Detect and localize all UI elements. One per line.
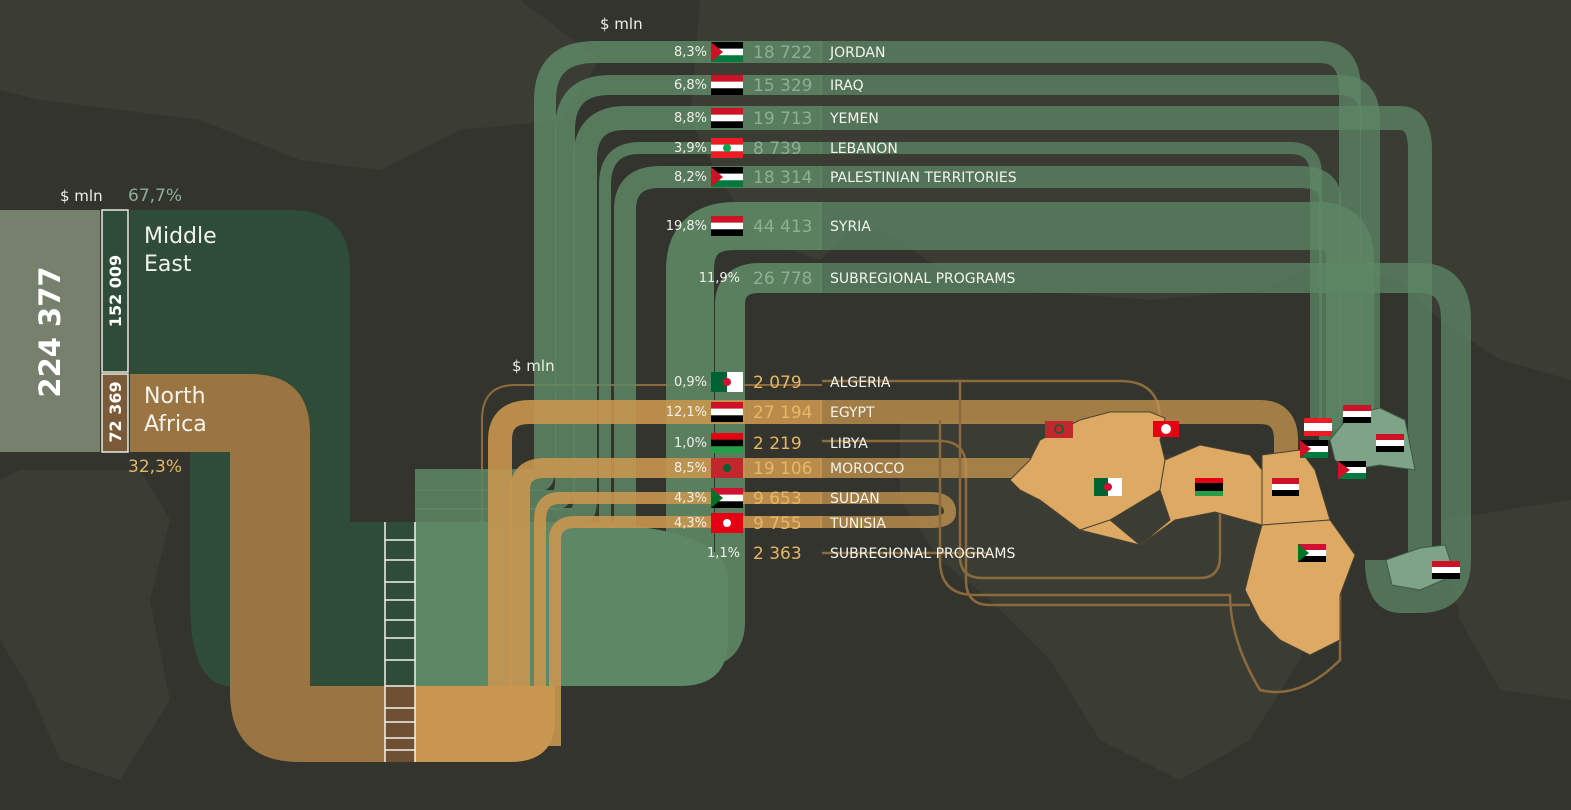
north-africa-label: North Africa	[144, 383, 264, 439]
morocco-flag-icon	[711, 458, 743, 478]
row-share: 1,0%	[627, 436, 707, 451]
syria-flag-icon	[711, 216, 743, 236]
row-name: SUBREGIONAL PROGRAMS	[830, 546, 1015, 562]
row-share: 8,2%	[627, 170, 707, 185]
row-value: 19 713	[753, 109, 812, 129]
row-value: 8 739	[753, 139, 802, 159]
north-africa-share: 32,3%	[128, 459, 182, 476]
libya-flag-icon	[1195, 478, 1223, 496]
morocco-flag-icon	[1045, 421, 1073, 438]
row-share: 19,8%	[627, 219, 707, 234]
row-name: EGYPT	[830, 405, 875, 421]
syria-flag-icon	[1343, 405, 1371, 423]
north-africa-trunk	[415, 686, 555, 762]
row-name: LEBANON	[830, 141, 898, 157]
row-name: SUBREGIONAL PROGRAMS	[830, 271, 1015, 287]
middle-east-unit-label: $ mln	[600, 17, 643, 32]
north-africa-total-value: 72 369	[105, 372, 127, 452]
row-value: 15 329	[753, 76, 812, 96]
ladder-connector	[385, 522, 415, 762]
row-share: 6,8%	[627, 78, 707, 93]
tunisia-flag-icon	[1153, 421, 1179, 437]
row-name: LIBYA	[830, 436, 868, 452]
lebanon-flag-icon	[711, 138, 743, 158]
jordan-flag-icon	[1338, 461, 1366, 479]
algeria-flag-icon	[711, 372, 743, 392]
sudan-flag-icon	[1298, 544, 1326, 562]
row-share: 0,9%	[627, 375, 707, 390]
row-name: YEMEN	[830, 111, 879, 127]
row-value: 9 755	[753, 514, 802, 534]
row-value: 27 194	[753, 403, 812, 423]
total-unit-label: $ mln	[60, 189, 103, 204]
row-value: 18 314	[753, 168, 812, 188]
row-value: 2 219	[753, 434, 802, 454]
row-share: 8,5%	[627, 461, 707, 476]
row-name: IRAQ	[830, 78, 864, 94]
jordan-flag-icon	[711, 42, 743, 62]
row-name: MOROCCO	[830, 461, 904, 477]
row-value: 9 653	[753, 489, 802, 509]
total-value: 224 377	[34, 212, 66, 452]
row-value: 19 106	[753, 459, 812, 479]
row-share: 12,1%	[627, 405, 707, 420]
sudan-flag-icon	[711, 488, 743, 508]
north-africa-unit-label: $ mln	[512, 359, 555, 374]
middle-east-label: Middle East	[144, 223, 264, 279]
yemen-flag-icon	[711, 108, 743, 128]
row-value: 2 079	[753, 373, 802, 393]
iraq-flag-icon	[1376, 434, 1404, 452]
row-share: 4,3%	[627, 491, 707, 506]
row-name: ALGERIA	[830, 375, 891, 391]
middle-east-share: 67,7%	[128, 188, 182, 205]
row-name: JORDAN	[830, 45, 885, 61]
row-value: 44 413	[753, 217, 812, 237]
egypt-flag-icon	[1272, 478, 1299, 496]
row-share: 8,3%	[627, 45, 707, 60]
row-share: 1,1%	[660, 546, 740, 561]
row-name: TUNISIA	[830, 516, 886, 532]
row-value: 26 778	[753, 269, 812, 289]
right-flows	[820, 52, 1456, 692]
palestine-flag-icon	[1300, 440, 1328, 458]
row-share: 8,8%	[627, 111, 707, 126]
row-share: 11,9%	[660, 271, 740, 286]
row-value: 18 722	[753, 43, 812, 63]
row-share: 3,9%	[627, 141, 707, 156]
row-name: PALESTINIAN TERRITORIES	[830, 170, 1017, 186]
algeria-flag-icon	[1094, 478, 1122, 496]
egypt-flag-icon	[711, 402, 743, 422]
row-share: 4,3%	[627, 516, 707, 531]
tunisia-flag-icon	[711, 513, 743, 533]
palestine-flag-icon	[711, 167, 743, 187]
iraq-flag-icon	[711, 75, 743, 95]
libya-flag-icon	[711, 433, 743, 453]
row-name: SYRIA	[830, 219, 871, 235]
middle-east-total-value: 152 009	[105, 231, 127, 351]
row-value: 2 363	[753, 544, 802, 564]
lebanon-flag-icon	[1304, 418, 1332, 436]
yemen-flag-icon	[1432, 561, 1460, 579]
row-name: SUDAN	[830, 491, 880, 507]
